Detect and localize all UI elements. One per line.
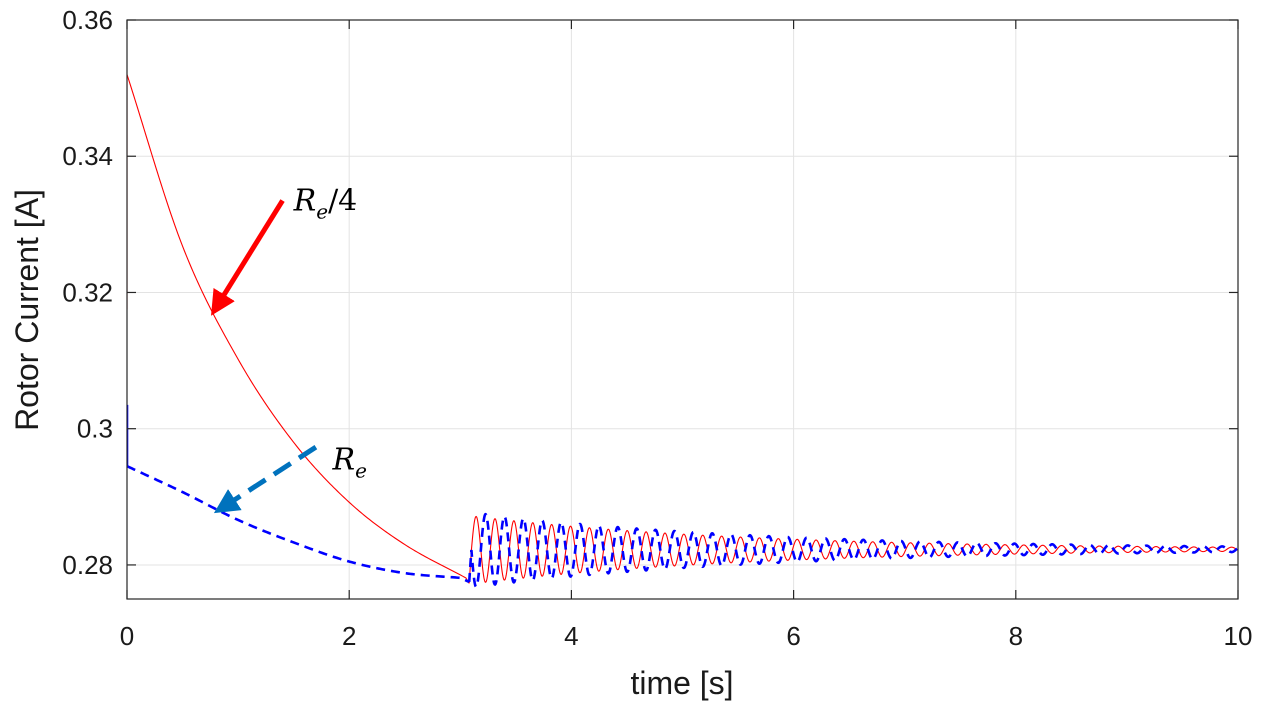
x-tick-label: 4 — [564, 621, 578, 651]
y-tick-label: 0.32 — [62, 277, 113, 307]
y-tick-label: 0.34 — [62, 141, 113, 171]
annotation-arrow — [211, 199, 285, 316]
y-tick-label: 0.3 — [77, 414, 113, 444]
x-axis: 0 2 4 6 8 10 — [120, 20, 1253, 651]
annotation-layer: Re/4 Re — [211, 184, 367, 514]
plot-area — [127, 20, 1238, 599]
series-decay-line — [127, 464, 470, 584]
x-tick-label: 10 — [1224, 621, 1253, 651]
series-oscillation-line — [468, 515, 1238, 584]
plot-frame — [126, 19, 1239, 600]
series-decay-line — [127, 74, 470, 584]
x-tick-label: 2 — [342, 621, 356, 651]
y-axis-label: Rotor Current [A] — [9, 189, 45, 431]
annotation-arrow — [213, 444, 318, 514]
grid-lines — [127, 20, 1238, 599]
y-tick-label: 0.36 — [62, 5, 113, 35]
x-axis-label: time [s] — [630, 665, 733, 701]
x-tick-label: 0 — [120, 621, 134, 651]
y-tick-label: 0.28 — [62, 550, 113, 580]
annotation-label: Re — [332, 442, 367, 482]
series-re-over-4 — [127, 74, 1238, 584]
series-layer — [127, 74, 1238, 589]
x-tick-label: 6 — [786, 621, 800, 651]
x-tick-label: 8 — [1009, 621, 1023, 651]
series-re — [127, 404, 1238, 589]
y-axis: 0.28 0.3 0.32 0.34 0.36 — [62, 5, 1238, 580]
annotation-label: Re/4 — [293, 184, 358, 224]
